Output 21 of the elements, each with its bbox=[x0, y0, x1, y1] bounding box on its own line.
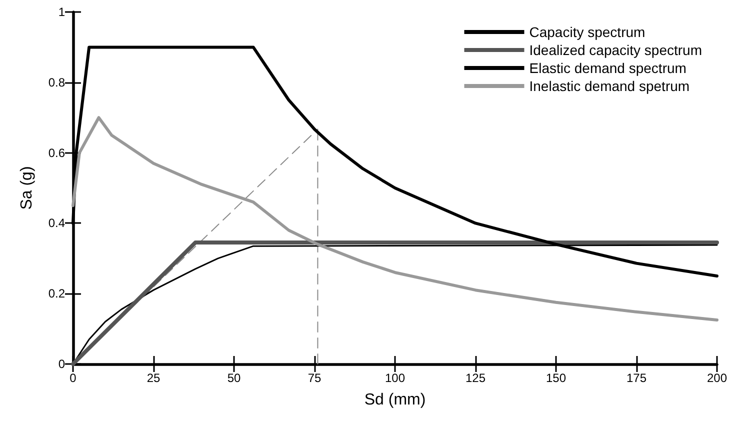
y-tick-label: 0.4 bbox=[48, 216, 66, 230]
legend-label: Idealized capacity spectrum bbox=[529, 42, 702, 58]
y-tick-label: 0.6 bbox=[48, 146, 66, 160]
y-tick-label: 0.8 bbox=[48, 75, 66, 90]
x-tick-label: 200 bbox=[706, 371, 728, 385]
x-axis-title: Sd (mm) bbox=[364, 392, 426, 408]
y-tick-label: 0.2 bbox=[48, 286, 66, 301]
legend-label: Elastic demand spectrum bbox=[529, 60, 686, 76]
y-axis-title: Sa (g) bbox=[18, 166, 36, 210]
legend-label: Capacity spectrum bbox=[529, 24, 646, 40]
x-tick-label: 175 bbox=[626, 371, 647, 385]
x-tick-label: 0 bbox=[70, 371, 77, 385]
x-tick-label: 150 bbox=[546, 371, 566, 385]
x-tick-label: 125 bbox=[465, 371, 486, 385]
x-tick-label: 100 bbox=[384, 371, 406, 385]
x-tick-label: 75 bbox=[308, 371, 322, 385]
y-tick-label: 0 bbox=[58, 357, 66, 371]
legend-label: Inelastic demand spetrum bbox=[529, 78, 690, 94]
y-tick-label: 1 bbox=[58, 5, 66, 19]
x-tick-label: 25 bbox=[146, 371, 160, 385]
x-tick-label: 50 bbox=[227, 371, 241, 385]
